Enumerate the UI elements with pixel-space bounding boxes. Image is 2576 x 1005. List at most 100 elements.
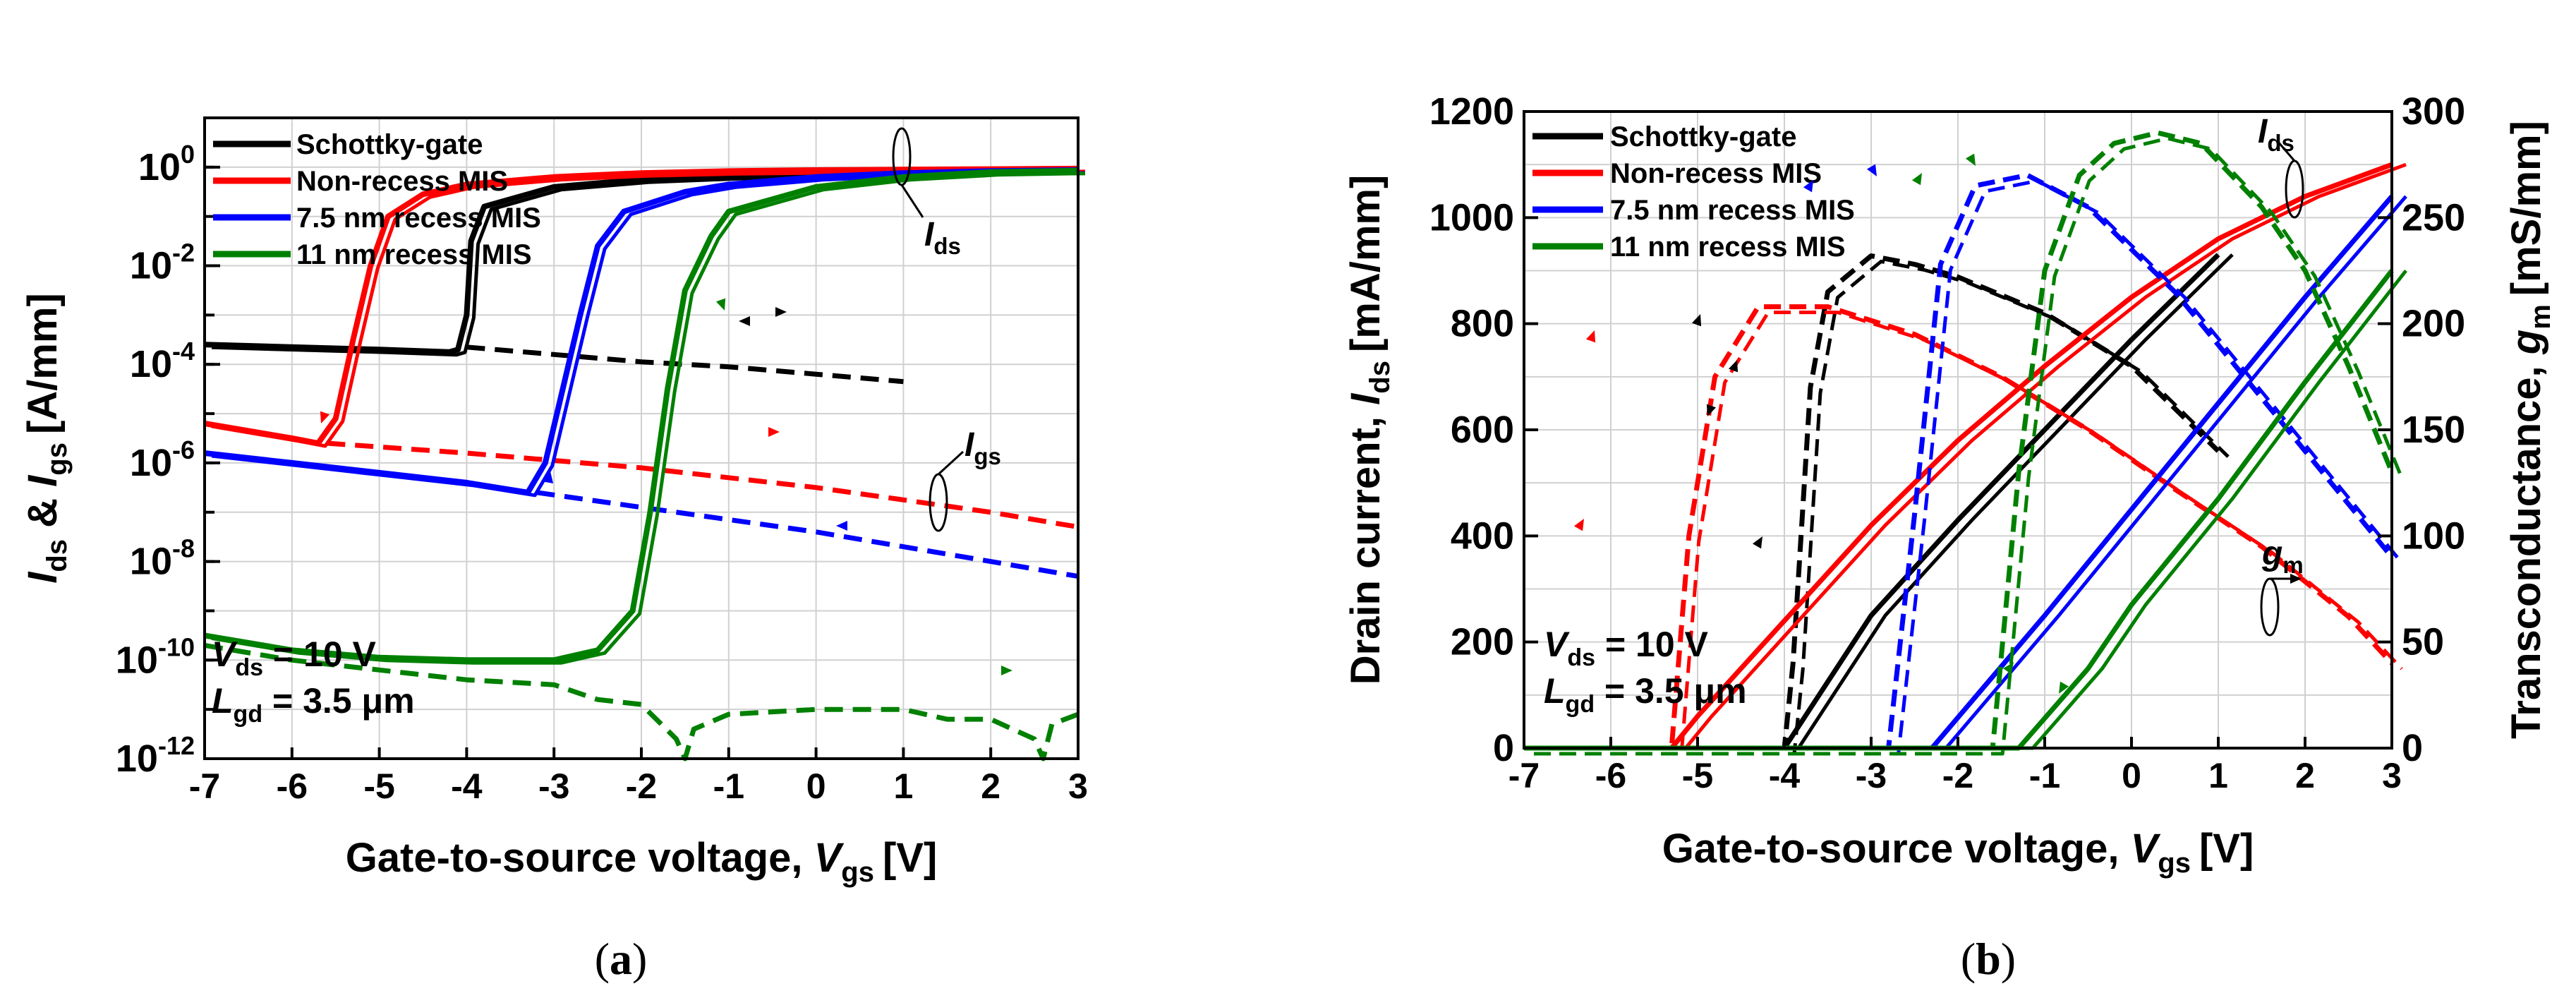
gm-line-return-2 <box>1534 179 2403 756</box>
x-tick-label: -2 <box>626 766 657 806</box>
caption-a: (a) <box>595 934 648 984</box>
gm-pointer-head <box>2290 574 2302 584</box>
y-tick-label-right: 50 <box>2402 621 2444 663</box>
gm-line-2 <box>1524 172 2394 751</box>
sweep-arrow-10 <box>1573 519 1584 531</box>
sweep-arrow-9 <box>2059 681 2069 694</box>
series-a <box>204 165 1086 762</box>
y-tick-label-left: 600 <box>1451 409 1514 451</box>
y-tick-label: 10-6 <box>130 435 195 484</box>
legend-a: Schottky-gate Non-recess MIS 7.5 nm recess… <box>213 129 541 270</box>
x-tick-label: -4 <box>1769 756 1801 795</box>
gm-line-3 <box>1524 130 2395 751</box>
gm-line-0 <box>1524 253 2220 751</box>
gm-line-return-3 <box>1534 136 2404 756</box>
sweep-arrow-7 <box>1001 666 1012 675</box>
sweep-arrow-1 <box>1691 314 1702 327</box>
ids-pointer <box>2276 140 2296 162</box>
legend-label-1: Non-recess MIS <box>296 166 508 197</box>
x-axis-label-a: Gate-to-source voltage, Vgs [V] <box>346 835 938 888</box>
legend-label-3: 11 nm recess MIS <box>296 239 532 270</box>
x-tick-label: -6 <box>1595 756 1626 795</box>
x-tick-label: -1 <box>2029 756 2060 795</box>
ids-line-return-3 <box>211 171 1086 665</box>
x-tick-label: -4 <box>451 766 483 806</box>
x-tick-label: -5 <box>363 766 394 806</box>
sweep-arrow-5 <box>543 471 554 483</box>
x-tick-label: -2 <box>1942 756 1973 795</box>
condition-0: Vds = 10 V <box>1544 625 1709 671</box>
y-tick-label-right: 150 <box>2402 409 2465 451</box>
ids-line-1 <box>204 165 1079 446</box>
gm-ellipse <box>2260 577 2280 637</box>
y-tick-label: 100 <box>138 140 195 188</box>
ids-line-return-1 <box>1538 162 2407 750</box>
y-tick-label: 10-10 <box>116 632 195 681</box>
condition-1: Lgd = 3.5 μm <box>212 681 415 728</box>
ids-annotation: Ids <box>924 216 961 259</box>
igs-pointer <box>937 450 965 476</box>
y-axis-label-b-right: Transconductance, gm[mS/mm] <box>2503 121 2556 739</box>
y-tick-label: 10-12 <box>116 731 195 780</box>
igs-line-0 <box>466 344 904 385</box>
legend-label-0: Schottky-gate <box>1610 121 1797 152</box>
x-tick-label: -7 <box>1508 756 1540 795</box>
x-tick-label: 3 <box>2382 756 2402 795</box>
ids-pointer <box>900 184 924 218</box>
condition-1: Lgd = 3.5 μm <box>1544 671 1747 718</box>
gm-line-return-0 <box>1534 260 2230 756</box>
y-tick-label-right: 300 <box>2402 90 2465 133</box>
sweep-arrow-0 <box>1585 330 1596 343</box>
ids-line-2 <box>204 167 1079 495</box>
sweep-arrow-5 <box>1866 164 1877 176</box>
sweep-arrow-0 <box>739 316 750 326</box>
x-tick-label: -1 <box>713 766 744 806</box>
x-tick-label: 3 <box>1068 766 1088 806</box>
x-axis-label-b: Gate-to-source voltage, Vgs [V] <box>1662 826 2254 879</box>
x-tick-label: 0 <box>2122 756 2141 795</box>
sweep-arrow-2 <box>768 427 780 437</box>
ids-line-return-2 <box>211 171 1086 498</box>
sweep-arrow-6 <box>715 298 726 311</box>
gm-line-1 <box>1524 304 2394 751</box>
igs-line-1 <box>327 440 1079 530</box>
ticks-a: -7 -6 -5 -4 -3 -2 -1 0 1 2 3 100 10-2 10-4 10-6 10-8 10-… <box>116 116 1088 806</box>
igs-annotation: Igs <box>965 426 1001 469</box>
sweep-arrow-2 <box>1706 404 1717 416</box>
sweep-arrow-1 <box>775 307 787 317</box>
legend-label-2: 7.5 nm recess MIS <box>1610 195 1855 226</box>
x-tick-label: 1 <box>893 766 913 806</box>
x-tick-label: -3 <box>1856 756 1887 795</box>
gm-annotation: gm <box>2261 535 2304 578</box>
y-tick-label-right: 200 <box>2402 303 2465 345</box>
y-tick-label-left: 1000 <box>1429 196 1514 239</box>
y-tick-label: 10-8 <box>130 534 195 583</box>
x-tick-label: -7 <box>189 766 220 806</box>
y-tick-label-left: 400 <box>1451 514 1514 557</box>
y-tick-label-left: 0 <box>1493 727 1514 769</box>
x-tick-label: 2 <box>981 766 1000 806</box>
legend-label-3: 11 nm recess MIS <box>1610 231 1846 263</box>
sweep-arrow-11 <box>1752 536 1762 549</box>
y-tick-label-left: 1200 <box>1429 90 1514 133</box>
x-tick-label: 0 <box>806 766 826 806</box>
x-tick-label: 2 <box>2295 756 2315 795</box>
y-tick-label-right: 100 <box>2402 514 2465 557</box>
panel-b: -7 -6 -5 -4 -3 -2 -1 0 1 2 30200400600800100012000… <box>1343 90 2556 984</box>
sweep-arrow-4 <box>320 411 330 423</box>
sweep-arrow-6 <box>1911 173 1922 186</box>
y-tick-label: 10-2 <box>130 239 195 287</box>
x-tick-label: -6 <box>277 766 308 806</box>
panel-a: -7 -6 -5 -4 -3 -2 -1 0 1 2 3 100 10-2 10-4 10-6 10-8 10-… <box>20 116 1088 984</box>
sweep-arrow-4 <box>1803 180 1813 193</box>
y-tick-label: 10-4 <box>130 337 195 385</box>
legend-label-2: 7.5 nm recess MIS <box>296 203 541 234</box>
gm-line-return-1 <box>1534 311 2403 756</box>
ids-line-1 <box>1524 162 2393 751</box>
y-axis-label-a: Ids & Igs[A/mm] <box>20 293 73 584</box>
igs-line-3 <box>204 642 1080 762</box>
sweep-arrow-7 <box>1965 153 1976 166</box>
